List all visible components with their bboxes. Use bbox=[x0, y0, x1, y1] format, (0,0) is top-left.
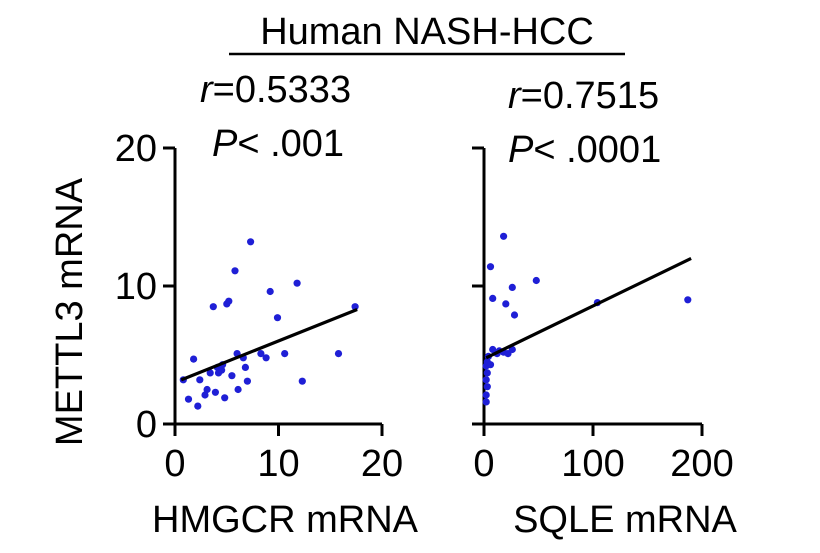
left-data-point bbox=[206, 369, 214, 377]
right-data-point bbox=[483, 369, 491, 377]
left-data-point bbox=[211, 388, 219, 396]
right-data-point bbox=[510, 311, 519, 319]
right-data-point bbox=[508, 283, 516, 291]
left-data-point bbox=[231, 267, 239, 275]
left-data-point bbox=[241, 363, 249, 371]
left-data-point bbox=[203, 385, 211, 394]
right-data-point bbox=[483, 383, 491, 391]
right-data-point bbox=[482, 398, 490, 406]
y-axis-label: METTL3 mRNA bbox=[49, 177, 91, 446]
right-x-tick-label: 0 bbox=[473, 443, 494, 485]
left-stat-r-symbol: r bbox=[200, 69, 214, 111]
right-regression-line bbox=[485, 256, 692, 360]
right-stat-p-value: < .0001 bbox=[533, 129, 661, 171]
left-data-point bbox=[201, 391, 209, 399]
right-stat-r: r=0.7515 bbox=[508, 75, 659, 117]
left-y-tick-label: 20 bbox=[115, 128, 157, 170]
figure-title: Human NASH-HCC bbox=[260, 11, 594, 53]
right-data-point bbox=[486, 263, 495, 271]
right-stat-p-symbol: P bbox=[508, 129, 534, 171]
left-data-point bbox=[273, 314, 282, 322]
left-data-point bbox=[234, 385, 242, 394]
left-axes bbox=[173, 148, 382, 426]
left-x-axis-label: HMGCR mRNA bbox=[152, 499, 419, 541]
left-data-point bbox=[243, 377, 251, 385]
left-data-point bbox=[257, 350, 265, 358]
left-data-point bbox=[221, 394, 229, 402]
left-x-tick-label: 0 bbox=[164, 443, 185, 485]
left-y-tick-label: 0 bbox=[136, 404, 157, 446]
left-data-point bbox=[351, 303, 359, 311]
right-x-tick-label: 200 bbox=[670, 443, 733, 485]
left-data-point bbox=[266, 287, 274, 296]
left-stat-p-symbol: P bbox=[212, 123, 238, 165]
left-data-point bbox=[218, 366, 226, 374]
right-data-point bbox=[532, 276, 540, 285]
right-stat-r-value: =0.7515 bbox=[521, 75, 659, 117]
right-x-tick-label: 100 bbox=[561, 443, 624, 485]
right-data-point bbox=[684, 296, 692, 304]
right-data-point bbox=[500, 232, 508, 240]
right-x-axis-label: SQLE mRNA bbox=[513, 499, 737, 541]
right-stat-r-symbol: r bbox=[508, 75, 522, 117]
left-data-point bbox=[190, 355, 198, 363]
left-regression-line bbox=[180, 307, 358, 382]
left-data-point bbox=[247, 238, 255, 246]
left-data-point bbox=[209, 303, 217, 311]
left-scatter-panel: 0 10 20 0 10 20 bbox=[115, 128, 403, 485]
left-y-tick-label: 10 bbox=[115, 266, 157, 308]
right-data-point bbox=[482, 376, 490, 384]
left-x-tick-label: 10 bbox=[257, 443, 299, 485]
left-stat-r-value: =0.5333 bbox=[213, 69, 351, 111]
left-x-tick-label: 20 bbox=[361, 443, 403, 485]
left-data-point bbox=[194, 402, 202, 410]
right-data-point bbox=[489, 294, 497, 302]
left-data-point bbox=[293, 279, 301, 287]
left-data-point bbox=[298, 377, 306, 385]
left-stat-p-value: < .001 bbox=[237, 123, 344, 165]
right-data-point bbox=[482, 391, 490, 399]
right-data-point bbox=[502, 300, 510, 308]
right-stat-p: P< .0001 bbox=[508, 129, 661, 171]
left-data-point bbox=[262, 354, 270, 362]
right-data-point bbox=[486, 361, 495, 369]
left-data-point bbox=[228, 372, 236, 380]
left-stat-r: r=0.5333 bbox=[200, 69, 351, 111]
left-data-point bbox=[184, 395, 193, 403]
left-data-point bbox=[225, 297, 233, 305]
left-data-point bbox=[281, 350, 289, 358]
left-stat-p: P< .001 bbox=[212, 123, 344, 165]
right-axes bbox=[482, 148, 702, 426]
right-scatter-panel: 0 100 200 bbox=[472, 146, 734, 485]
left-data-point bbox=[334, 350, 343, 358]
left-data-point bbox=[196, 376, 204, 384]
